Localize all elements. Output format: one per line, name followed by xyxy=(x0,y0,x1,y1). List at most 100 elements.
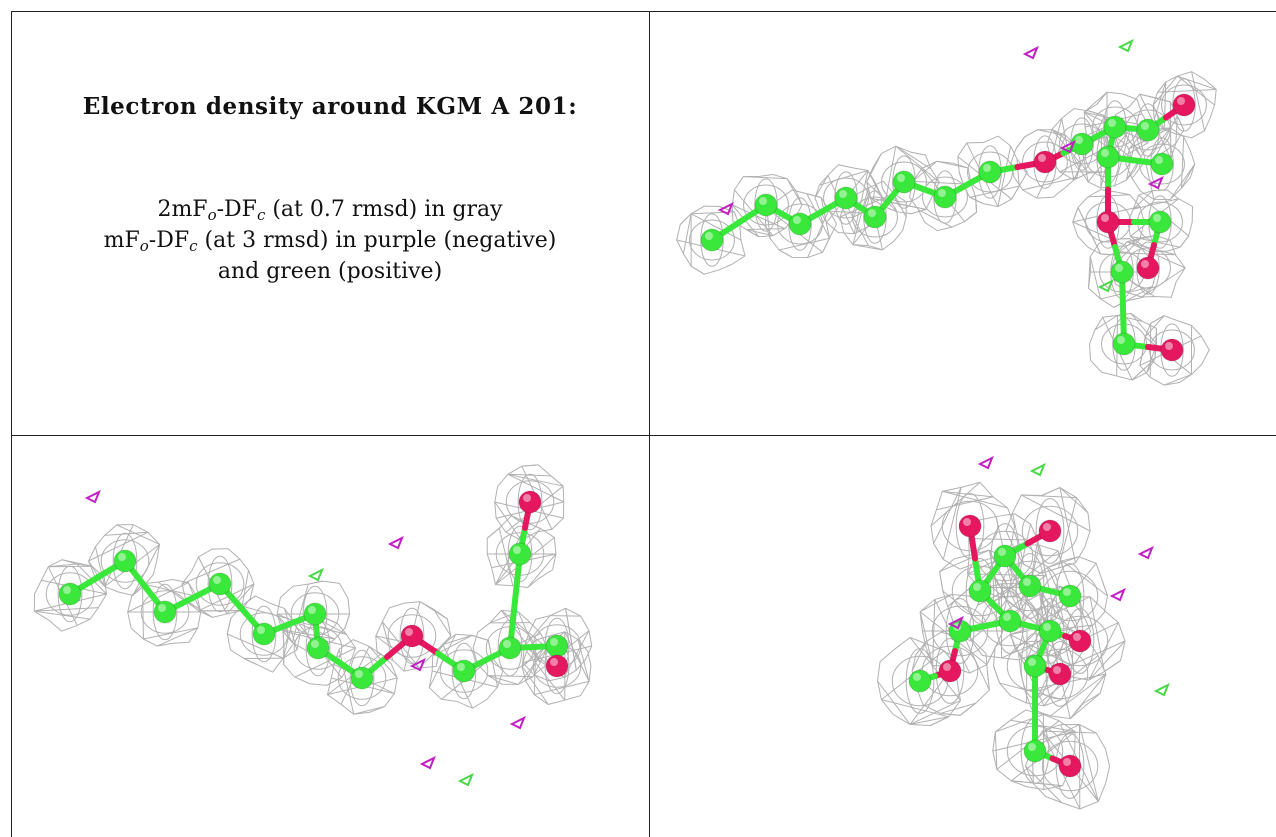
oxygen-atom xyxy=(1069,630,1091,652)
atom-highlight xyxy=(998,548,1006,556)
carbon-atom xyxy=(1151,153,1173,175)
atom-highlight xyxy=(1155,156,1163,164)
atom-highlight xyxy=(1101,214,1109,222)
carbon-atom xyxy=(893,171,915,193)
positive-density-blob xyxy=(1120,41,1132,51)
atom-highlight xyxy=(550,638,558,646)
carbon-atom xyxy=(1024,740,1046,762)
atom-highlight xyxy=(118,553,126,561)
positive-density-blob xyxy=(1032,465,1044,475)
carbon-atom xyxy=(1149,211,1171,233)
atom-highlight xyxy=(1043,623,1051,631)
carbon-atom xyxy=(59,583,81,605)
atom-highlight xyxy=(257,626,265,634)
carbon-atom xyxy=(934,186,956,208)
figure-heading: Electron density around KGM A 201: xyxy=(83,93,578,120)
legend-line-2mfo-dfc: 2mFo-DFc (at 0.7 rmsd) in gray xyxy=(104,194,557,225)
oxygen-atom xyxy=(1034,151,1056,173)
positive-density-blob xyxy=(310,570,322,580)
carbon-atom xyxy=(969,580,991,602)
density-view-bottom-left xyxy=(12,436,649,837)
density-mesh xyxy=(34,465,591,714)
negative-density-blob xyxy=(1112,590,1124,600)
molecule-density-render xyxy=(650,436,1276,837)
atom-highlight xyxy=(963,518,971,526)
carbon-atom xyxy=(701,229,723,251)
atom-highlight xyxy=(550,658,558,666)
carbon-atom xyxy=(114,550,136,572)
atom-highlight xyxy=(793,216,801,224)
negative-density-blob xyxy=(87,492,99,502)
atom-highlight xyxy=(705,232,713,240)
positive-density-blob xyxy=(1156,685,1168,695)
atom-highlight xyxy=(1177,97,1185,105)
atom-highlight xyxy=(311,640,319,648)
negative-density-blob xyxy=(980,458,992,468)
atom-highlight xyxy=(1115,264,1123,272)
carbon-atom xyxy=(499,637,521,659)
carbon-atom xyxy=(835,187,857,209)
atom-highlight xyxy=(1101,149,1109,157)
carbon-atom xyxy=(1071,133,1093,155)
atom-highlight xyxy=(63,586,71,594)
atom-highlight xyxy=(1108,119,1116,127)
atom-highlight xyxy=(213,576,221,584)
negative-density-blob xyxy=(512,718,524,728)
atom-highlight xyxy=(839,190,847,198)
negative-density-blob xyxy=(1025,48,1037,58)
carbon-atom xyxy=(509,543,531,565)
atom-highlight xyxy=(1153,214,1161,222)
atom-highlight xyxy=(1141,122,1149,130)
atom-highlight xyxy=(1063,588,1071,596)
caption-cell: Electron density around KGM A 201: 2mFo-… xyxy=(11,11,649,435)
oxygen-atom xyxy=(546,655,568,677)
legend-line-green: and green (positive) xyxy=(104,256,557,287)
carbon-atom xyxy=(453,660,475,682)
atom-highlight xyxy=(1063,758,1071,766)
atom-highlight xyxy=(1003,613,1011,621)
atom-highlight xyxy=(503,640,511,648)
oxygen-atom xyxy=(939,660,961,682)
carbon-atom xyxy=(351,667,373,689)
carbon-atom xyxy=(154,601,176,623)
atom-highlight xyxy=(405,628,413,636)
atom-highlight xyxy=(158,604,166,612)
positive-density-blob xyxy=(460,775,472,785)
molecule-density-render xyxy=(650,12,1276,435)
atom-highlight xyxy=(1141,260,1149,268)
carbon-atom xyxy=(1111,261,1133,283)
atom-highlight xyxy=(1028,743,1036,751)
carbon-atom xyxy=(1019,575,1041,597)
density-mesh xyxy=(677,72,1217,385)
atom-highlight xyxy=(973,583,981,591)
oxygen-atom xyxy=(1059,755,1081,777)
carbon-atom xyxy=(999,610,1021,632)
carbon-atom xyxy=(1113,333,1135,355)
carbon-atom xyxy=(304,603,326,625)
negative-density-blob xyxy=(390,538,402,548)
oxygen-atom xyxy=(1039,520,1061,542)
atom-highlight xyxy=(523,494,531,502)
oxygen-atom xyxy=(401,625,423,647)
atom-highlight xyxy=(943,663,951,671)
oxygen-atom xyxy=(1173,94,1195,116)
atom-highlight xyxy=(1038,154,1046,162)
carbon-atom xyxy=(755,194,777,216)
carbon-atom xyxy=(1059,585,1081,607)
carbon-atom xyxy=(1039,620,1061,642)
carbon-atom xyxy=(1024,655,1046,677)
atom-highlight xyxy=(938,189,946,197)
atom-highlight xyxy=(1028,658,1036,666)
carbon-atom xyxy=(546,635,568,657)
carbon-atom xyxy=(909,670,931,692)
oxygen-atom xyxy=(959,515,981,537)
carbon-atom xyxy=(1097,146,1119,168)
atom-highlight xyxy=(1165,342,1173,350)
carbon-atom xyxy=(864,206,886,228)
atom-highlight xyxy=(897,174,905,182)
carbon-atom xyxy=(209,573,231,595)
atom-highlight xyxy=(983,164,991,172)
atom-highlight xyxy=(913,673,921,681)
atom-highlight xyxy=(308,606,316,614)
atom-highlight xyxy=(1073,633,1081,641)
